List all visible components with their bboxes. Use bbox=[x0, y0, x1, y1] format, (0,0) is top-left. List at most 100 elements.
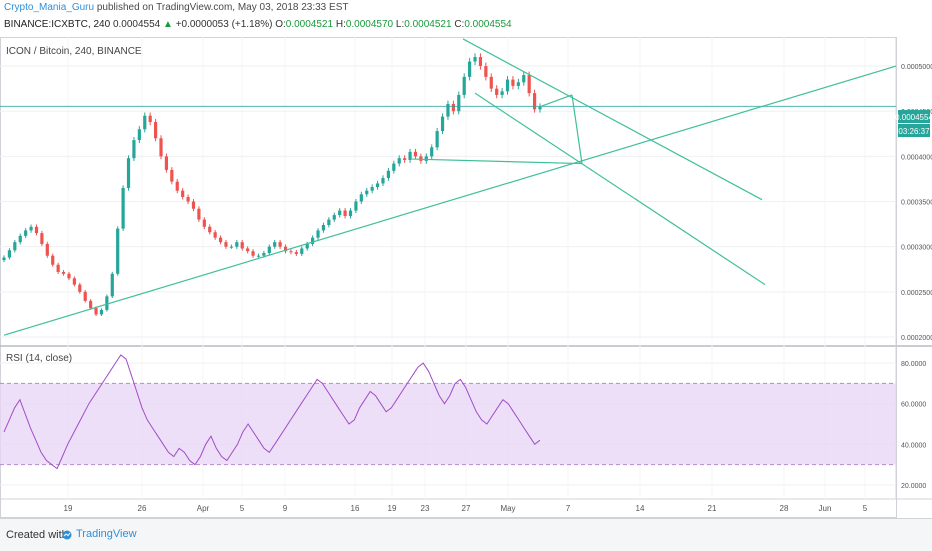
time-tick-label: 26 bbox=[138, 504, 147, 513]
created-with-label: Created with bbox=[6, 529, 68, 541]
candle bbox=[197, 208, 201, 220]
candle bbox=[283, 246, 288, 252]
candle bbox=[316, 230, 320, 238]
open-label: O: bbox=[275, 19, 286, 30]
time-tick-label: 23 bbox=[421, 504, 430, 513]
candle bbox=[527, 75, 531, 94]
candle bbox=[18, 235, 22, 243]
trendline bbox=[3, 65, 897, 336]
price-axis[interactable]: 0.00050000.00045000.00040000.00035000.00… bbox=[901, 64, 932, 342]
candle bbox=[392, 163, 396, 171]
high-value: 0.0004570 bbox=[345, 19, 394, 30]
candle bbox=[83, 291, 87, 301]
candle bbox=[435, 131, 439, 148]
price-tick-label: 0.0002500 bbox=[901, 290, 932, 297]
candle bbox=[7, 250, 12, 258]
candle bbox=[24, 230, 28, 236]
rsi-axis[interactable]: 80.0000 60.0000 40.0000 20.0000 bbox=[901, 361, 926, 490]
trendline bbox=[411, 158, 583, 165]
candle bbox=[159, 138, 163, 157]
candle bbox=[51, 255, 55, 265]
countdown-label: 03:26:37 bbox=[898, 127, 930, 136]
candle bbox=[89, 300, 93, 309]
candle bbox=[386, 170, 391, 179]
current-price-label: 0.0004554 bbox=[895, 113, 932, 122]
time-tick-label: 27 bbox=[462, 504, 471, 513]
tradingview-logo-icon bbox=[62, 530, 72, 540]
trendline bbox=[474, 92, 766, 286]
candle bbox=[473, 57, 477, 62]
candles bbox=[0, 53, 896, 317]
candle bbox=[186, 197, 190, 202]
candle bbox=[321, 225, 326, 231]
candle bbox=[143, 115, 147, 130]
candle bbox=[121, 187, 125, 229]
candle bbox=[29, 226, 33, 231]
candle bbox=[462, 76, 466, 95]
candle bbox=[359, 194, 363, 202]
chart-frame[interactable]: 0.00050000.00045000.00040000.00035000.00… bbox=[0, 37, 932, 518]
countdown-badge bbox=[898, 124, 930, 137]
candle bbox=[403, 158, 407, 160]
rsi-tick-label: 60.0000 bbox=[901, 402, 926, 409]
candle bbox=[484, 66, 488, 77]
rsi-line bbox=[3, 354, 541, 470]
candle bbox=[61, 271, 66, 274]
candle bbox=[148, 115, 152, 123]
candle bbox=[343, 210, 347, 216]
brand-link[interactable]: TradingView bbox=[76, 528, 137, 540]
candle bbox=[419, 156, 423, 161]
candle bbox=[132, 140, 136, 159]
candle bbox=[67, 273, 71, 279]
candle bbox=[495, 88, 499, 95]
candle bbox=[94, 308, 98, 315]
candle bbox=[267, 246, 271, 253]
candle bbox=[440, 116, 445, 132]
candle bbox=[72, 278, 76, 285]
publish-info: Crypto_Mania_Guru published on TradingVi… bbox=[4, 2, 348, 13]
time-axis[interactable]: 19 26 Apr 5 9 16 19 23 27 May 7 14 21 28 Jun 5 bbox=[64, 504, 868, 513]
trendline bbox=[462, 38, 763, 201]
candle bbox=[175, 181, 179, 191]
candle bbox=[262, 253, 266, 256]
time-tick-label: Apr bbox=[197, 504, 210, 513]
candle bbox=[381, 178, 385, 184]
candle bbox=[354, 201, 358, 211]
candle bbox=[105, 296, 109, 310]
time-tick-label: 7 bbox=[566, 504, 571, 513]
last-price: 0.0004554 bbox=[112, 19, 161, 30]
candle bbox=[256, 255, 261, 257]
time-tick-label: 5 bbox=[863, 504, 868, 513]
time-tick-label: 19 bbox=[388, 504, 397, 513]
candle bbox=[45, 243, 49, 256]
trendline bbox=[539, 94, 573, 108]
close-label: C: bbox=[454, 19, 465, 30]
candle bbox=[522, 75, 526, 83]
trendline bbox=[571, 94, 583, 164]
rsi-tick-label: 20.0000 bbox=[901, 483, 926, 490]
candle bbox=[2, 257, 6, 261]
price-tick-label: 0.0003500 bbox=[901, 200, 932, 207]
publisher-link[interactable]: Crypto_Mania_Guru bbox=[4, 2, 95, 13]
candle bbox=[213, 232, 217, 238]
candle bbox=[505, 79, 510, 92]
candle bbox=[457, 94, 461, 112]
candle bbox=[348, 210, 353, 216]
price-tick-label: 0.0004000 bbox=[901, 154, 932, 161]
candle bbox=[370, 187, 374, 191]
time-tick-label: 28 bbox=[780, 504, 789, 513]
candle bbox=[375, 183, 380, 188]
candle bbox=[424, 156, 428, 161]
rsi-tick-label: 40.0000 bbox=[901, 442, 926, 449]
candle bbox=[500, 91, 504, 95]
candle bbox=[116, 228, 120, 274]
price-tick-label: 0.0003000 bbox=[901, 245, 932, 252]
candle bbox=[332, 215, 336, 220]
candle bbox=[170, 169, 174, 182]
candle bbox=[224, 242, 228, 247]
price-change: +0.0000053 (+1.18%) bbox=[175, 19, 273, 30]
candle bbox=[511, 79, 515, 86]
price-tick-label: 0.0005000 bbox=[901, 64, 932, 71]
candle bbox=[40, 233, 44, 244]
candle bbox=[311, 237, 315, 244]
